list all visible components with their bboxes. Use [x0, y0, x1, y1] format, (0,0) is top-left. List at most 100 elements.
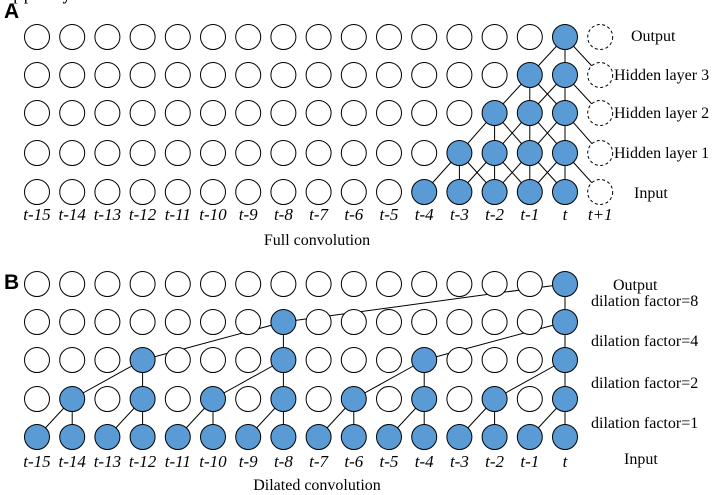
panel-a-inactive-node [129, 179, 156, 205]
panel-a-inactive-node [164, 100, 191, 126]
panel-b-inactive-node [94, 347, 121, 373]
panel-b-inactive-node [164, 271, 191, 297]
panel-b-time-tick: t-2 [485, 452, 504, 471]
panel-a-active-node [516, 179, 543, 205]
panel-b-active-node [552, 386, 578, 412]
panel-b-active-node [446, 424, 473, 450]
panel-b-active-node [552, 347, 578, 373]
panel-b-inactive-node [340, 347, 367, 373]
panel-b-inactive-node [129, 309, 156, 335]
panel-b-inactive-node [235, 386, 262, 412]
panel-a-inactive-node [481, 62, 508, 88]
panel-b-active-node [552, 271, 578, 297]
panel-b-dilation-label: dilation factor=8 [591, 293, 698, 310]
panel-b-inactive-node [235, 347, 262, 373]
panel-b-inactive-node [235, 271, 262, 297]
panel-a-inactive-node [24, 179, 50, 205]
panel-a-inactive-node [94, 179, 121, 205]
panel-b-time-tick: t [563, 452, 569, 471]
panel-b-active-node [411, 347, 438, 373]
panel-b-inactive-node [305, 347, 332, 373]
panel-b-inactive-node [516, 347, 543, 373]
panel-b-inactive-node [305, 386, 332, 412]
panel-a-inactive-node [411, 100, 438, 126]
panel-b-layer-label: Output [613, 277, 658, 294]
panel-a-inactive-node [235, 179, 262, 205]
panel-b-active-node [129, 347, 156, 373]
panel-b-inactive-node [24, 347, 50, 373]
panel-b-active-node [270, 386, 297, 412]
panel-b-active-node [270, 424, 297, 450]
panel-a-layer-label: Input [0, 0, 34, 4]
panel-a-inactive-node [481, 24, 508, 50]
panel-a-inactive-node [59, 179, 86, 205]
panel-b-time-tick: t-13 [94, 452, 121, 471]
panel-a-inactive-node [200, 62, 226, 88]
panel-a-future-node [587, 24, 614, 50]
panel-b-time-tick: t-12 [129, 452, 157, 471]
panel-a-inactive-node [200, 140, 226, 166]
panel-a-layer-label: Hidden layer 3 [614, 67, 709, 84]
panel-b-time-tick: t-11 [165, 452, 191, 471]
panel-b-time-tick: t-7 [309, 452, 329, 471]
panel-a-inactive-node [59, 140, 86, 166]
panel-a-inactive-node [59, 24, 86, 50]
panel-a-inactive-node [516, 24, 543, 50]
panel-b-inactive-node [200, 271, 226, 297]
panel-b-inactive-node [305, 271, 332, 297]
panel-a-letter: A [4, 0, 19, 23]
panel-a-active-node [446, 179, 473, 205]
panel-b-connection-line [353, 359, 425, 400]
panel-b-inactive-node [200, 347, 226, 373]
panel-b-inactive-node [24, 386, 50, 412]
panel-a-inactive-node [94, 24, 121, 50]
panel-a-inactive-node [24, 100, 50, 126]
panel-b-time-tick: t-9 [239, 452, 258, 471]
panel-b-layer-label: Input [624, 451, 658, 468]
panel-a-time-tick: t-2 [485, 205, 504, 224]
panel-a-inactive-node [376, 140, 402, 166]
panel-b-inactive-node [481, 347, 508, 373]
panel-a-inactive-node [340, 100, 367, 126]
panel-b-active-node [200, 424, 226, 450]
panel-a-inactive-node [129, 24, 156, 50]
panel-b-dilation-label: dilation factor=1 [591, 415, 698, 432]
panel-b-time-tick: t-1 [520, 452, 539, 471]
panel-a-time-tick: t-7 [309, 205, 329, 224]
panel-b-inactive-node [235, 309, 262, 335]
panel-a-active-node [516, 100, 543, 126]
panel-b-inactive-node [59, 309, 86, 335]
panel-b-active-node [59, 424, 86, 450]
panel-a-time-tick: t-11 [165, 205, 191, 224]
panel-a-layer-label: Hidden layer 2 [0, 0, 95, 4]
panel-b-inactive-node [340, 309, 367, 335]
panel-b-inactive-node [481, 309, 508, 335]
panel-b-active-node [481, 386, 508, 412]
panel-a-active-node [446, 140, 473, 166]
panel-b-active-node [94, 424, 121, 450]
panel-b-inactive-node [516, 386, 543, 412]
panel-a-inactive-node [446, 100, 473, 126]
panel-a-inactive-node [24, 62, 50, 88]
panel-b-active-node [376, 424, 402, 450]
panel-a-inactive-node [24, 140, 50, 166]
panel-b-active-node [129, 386, 156, 412]
panel-a-inactive-node [305, 24, 332, 50]
panel-a-inactive-node [94, 100, 121, 126]
panel-a-inactive-node [59, 100, 86, 126]
panel-a-inactive-node [446, 62, 473, 88]
panel-a-inactive-node [200, 100, 226, 126]
panel-a-inactive-node [235, 100, 262, 126]
panel-a-inactive-node [376, 100, 402, 126]
panel-a-time-tick: t-15 [23, 205, 50, 224]
panel-b-active-node [270, 347, 297, 373]
panel-b-letter: B [4, 271, 19, 294]
panel-a-time-tick: t-12 [129, 205, 157, 224]
panel-b-time-tick: t-8 [274, 452, 293, 471]
panel-a-active-node [481, 179, 508, 205]
panel-b-inactive-node [446, 271, 473, 297]
panel-a-inactive-node [340, 140, 367, 166]
panel-b-inactive-node [446, 347, 473, 373]
panel-a-inactive-node [411, 140, 438, 166]
panel-b-inactive-node [59, 271, 86, 297]
